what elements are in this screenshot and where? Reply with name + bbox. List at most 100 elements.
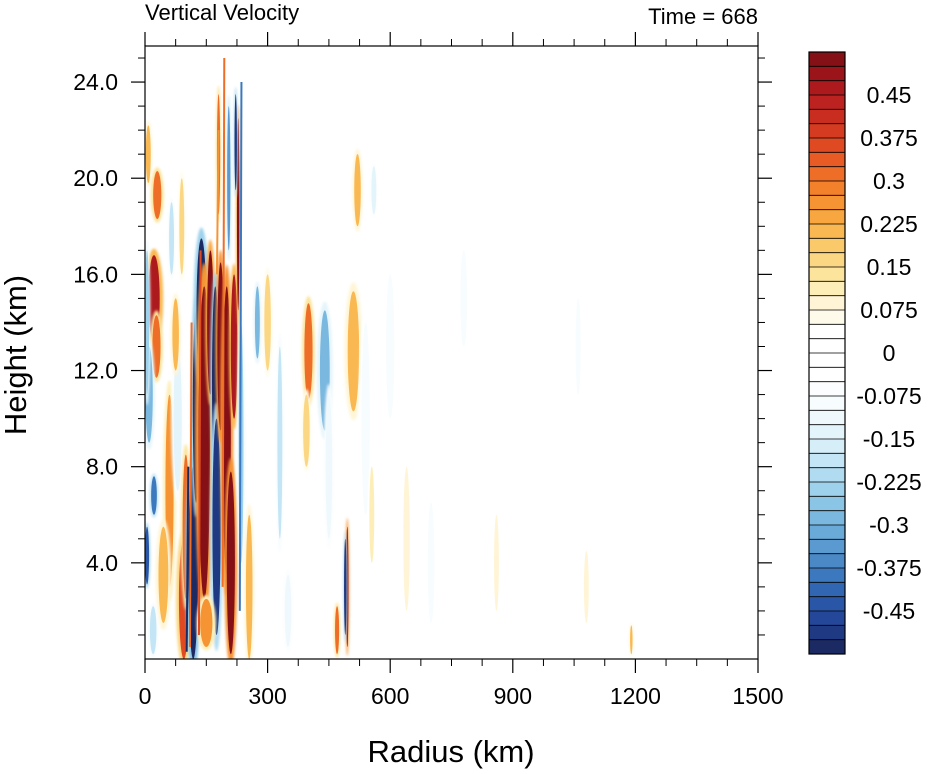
field-cell <box>303 394 310 467</box>
colorbar-swatch <box>809 166 845 182</box>
colorbar-swatch <box>809 568 845 583</box>
axis-ticks <box>131 32 772 673</box>
velocity-field <box>145 58 634 659</box>
field-cell <box>304 303 313 400</box>
colorbar-label: 0.15 <box>867 254 912 280</box>
colorbar-label: -0.3 <box>869 512 909 538</box>
colorbar-label: 0.375 <box>860 125 918 151</box>
field-streak <box>185 466 190 652</box>
field-cell <box>369 466 375 563</box>
y-tick-label: 24.0 <box>73 69 118 95</box>
colorbar-swatch <box>809 109 845 124</box>
colorbar-swatch <box>809 639 845 655</box>
colorbar-swatch <box>809 209 845 225</box>
field-cell <box>227 106 231 251</box>
x-tick-label: 300 <box>248 683 286 709</box>
field-cell <box>264 274 271 371</box>
field-cell <box>325 394 333 539</box>
colorbar-swatch <box>809 66 845 81</box>
field-cell <box>169 202 175 275</box>
colorbar-swatch <box>809 611 845 626</box>
field-cell <box>427 502 435 623</box>
colorbar-swatch <box>809 138 845 153</box>
colorbar-swatch <box>809 510 845 526</box>
colorbar-swatch <box>809 252 845 268</box>
field-cell <box>245 514 253 659</box>
y-tick-label: 12.0 <box>73 358 118 384</box>
field-cell <box>151 476 157 515</box>
colorbar-swatch <box>809 310 845 325</box>
colorbar-swatch <box>809 52 845 67</box>
chart-title: Vertical Velocity <box>145 0 299 25</box>
colorbar-frame <box>808 51 846 655</box>
field-cell <box>630 625 633 655</box>
colorbar-swatch <box>809 181 845 196</box>
field-cell <box>172 298 179 371</box>
colorbar-swatch <box>809 539 845 554</box>
field-cell <box>386 274 395 419</box>
field-cell <box>173 346 182 491</box>
field-cell <box>371 166 377 215</box>
colorbar-swatch <box>809 410 845 425</box>
field-streak <box>197 250 202 635</box>
colorbar-swatch <box>809 453 845 468</box>
field-cell <box>145 250 150 395</box>
field-cell <box>494 514 499 611</box>
colorbar-labels: -0.45 -0.375 -0.3 -0.225 -0.15 -0.075 0 0.075 0.… <box>856 82 921 624</box>
x-tick-label: 1200 <box>610 683 661 709</box>
field-cell <box>230 274 238 419</box>
colorbar-swatch <box>809 482 845 497</box>
colorbar-swatch <box>809 80 845 96</box>
field-cell <box>153 171 162 220</box>
colorbar-swatch <box>809 353 845 368</box>
colorbar-swatch <box>809 338 845 354</box>
colorbar-label: 0.075 <box>860 297 918 323</box>
field-streak <box>188 322 193 647</box>
field-cell <box>145 526 150 585</box>
field-cell <box>200 598 213 647</box>
field-cell <box>149 606 157 655</box>
field-cell <box>403 466 410 611</box>
colorbar-swatch <box>809 582 845 597</box>
y-tick-label: 8.0 <box>86 454 118 480</box>
field-cell <box>347 291 360 412</box>
colorbar-label: -0.225 <box>856 469 921 495</box>
colorbar-swatch <box>809 295 845 311</box>
colorbar-swatch <box>809 396 845 411</box>
field-cell <box>234 94 237 191</box>
colorbar-swatch <box>809 324 845 339</box>
x-tick-label: 900 <box>494 683 532 709</box>
colorbar-swatch <box>809 281 845 296</box>
field-cell <box>212 418 221 635</box>
field-cell <box>236 118 240 311</box>
colorbar-swatch <box>809 238 845 253</box>
field-cell <box>354 154 361 227</box>
colorbar-swatch <box>809 367 845 382</box>
field-cell <box>145 125 151 184</box>
colorbar-swatch <box>809 95 845 110</box>
field-cell <box>344 538 347 635</box>
field-cell <box>226 471 235 655</box>
colorbar-swatch <box>809 381 845 397</box>
colorbar <box>808 51 846 655</box>
colorbar-swatch <box>809 439 845 454</box>
colorbar-label: -0.375 <box>856 555 921 581</box>
colorbar-swatch <box>809 496 845 511</box>
field-cell <box>575 298 581 395</box>
colorbar-label: 0 <box>883 340 896 366</box>
field-cell <box>254 286 260 359</box>
chart-subtitle: Time = 668 <box>648 4 758 29</box>
y-tick-label: 16.0 <box>73 261 118 287</box>
colorbar-swatch <box>809 553 845 569</box>
colorbar-swatch <box>809 596 845 612</box>
colorbar-swatch <box>809 267 845 282</box>
field-cell <box>460 250 468 347</box>
colorbar-label: 0.225 <box>860 211 918 237</box>
colorbar-label: 0.45 <box>867 82 912 108</box>
colorbar-swatch <box>809 467 845 483</box>
colorbar-label: -0.45 <box>863 598 915 624</box>
field-streak <box>215 130 220 275</box>
field-cell <box>583 550 589 623</box>
y-tick-labels: 4.0 8.0 12.0 16.0 20.0 24.0 <box>73 69 118 576</box>
